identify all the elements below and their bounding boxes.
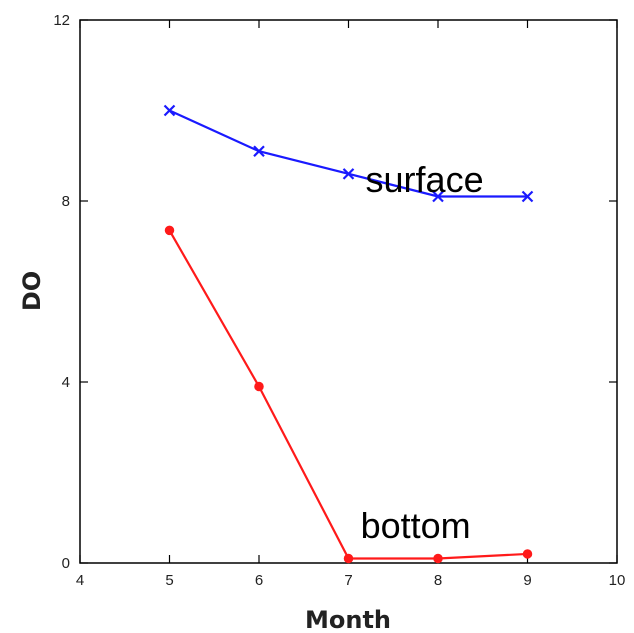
series-0-point xyxy=(342,168,355,180)
x-tick-label: 8 xyxy=(434,572,442,589)
x-tick-label: 4 xyxy=(76,572,84,589)
series-1-point xyxy=(254,381,264,392)
series-1-point xyxy=(343,553,354,564)
series-1-point xyxy=(433,553,443,564)
series-1-point xyxy=(522,549,533,559)
ticks-layer xyxy=(79,19,618,564)
y-tick-label: 4 xyxy=(62,374,70,391)
series-0-point xyxy=(253,145,265,158)
series-0-point xyxy=(163,104,176,117)
plot-frame xyxy=(79,19,618,564)
series-0-point xyxy=(521,190,534,203)
y-axis-title: DO xyxy=(18,271,46,311)
y-tick-label: 12 xyxy=(53,12,70,29)
series-1-point xyxy=(164,225,175,236)
x-axis-title: Month xyxy=(305,606,391,633)
annotation-0: surface xyxy=(366,159,484,200)
x-tick-label: 7 xyxy=(344,572,352,589)
y-tick-label: 0 xyxy=(62,555,70,572)
series-0-point xyxy=(432,190,444,203)
series-line-1 xyxy=(168,229,528,560)
annotation-1: bottom xyxy=(361,505,471,546)
annotation-layer: surface bottom xyxy=(361,159,484,546)
x-tick-label: 9 xyxy=(523,572,531,589)
y-tick-label: 8 xyxy=(62,193,70,210)
series-layer xyxy=(163,104,534,564)
x-tick-label: 5 xyxy=(165,572,173,589)
x-tick-label: 10 xyxy=(609,572,626,589)
x-tick-label: 6 xyxy=(255,572,263,589)
